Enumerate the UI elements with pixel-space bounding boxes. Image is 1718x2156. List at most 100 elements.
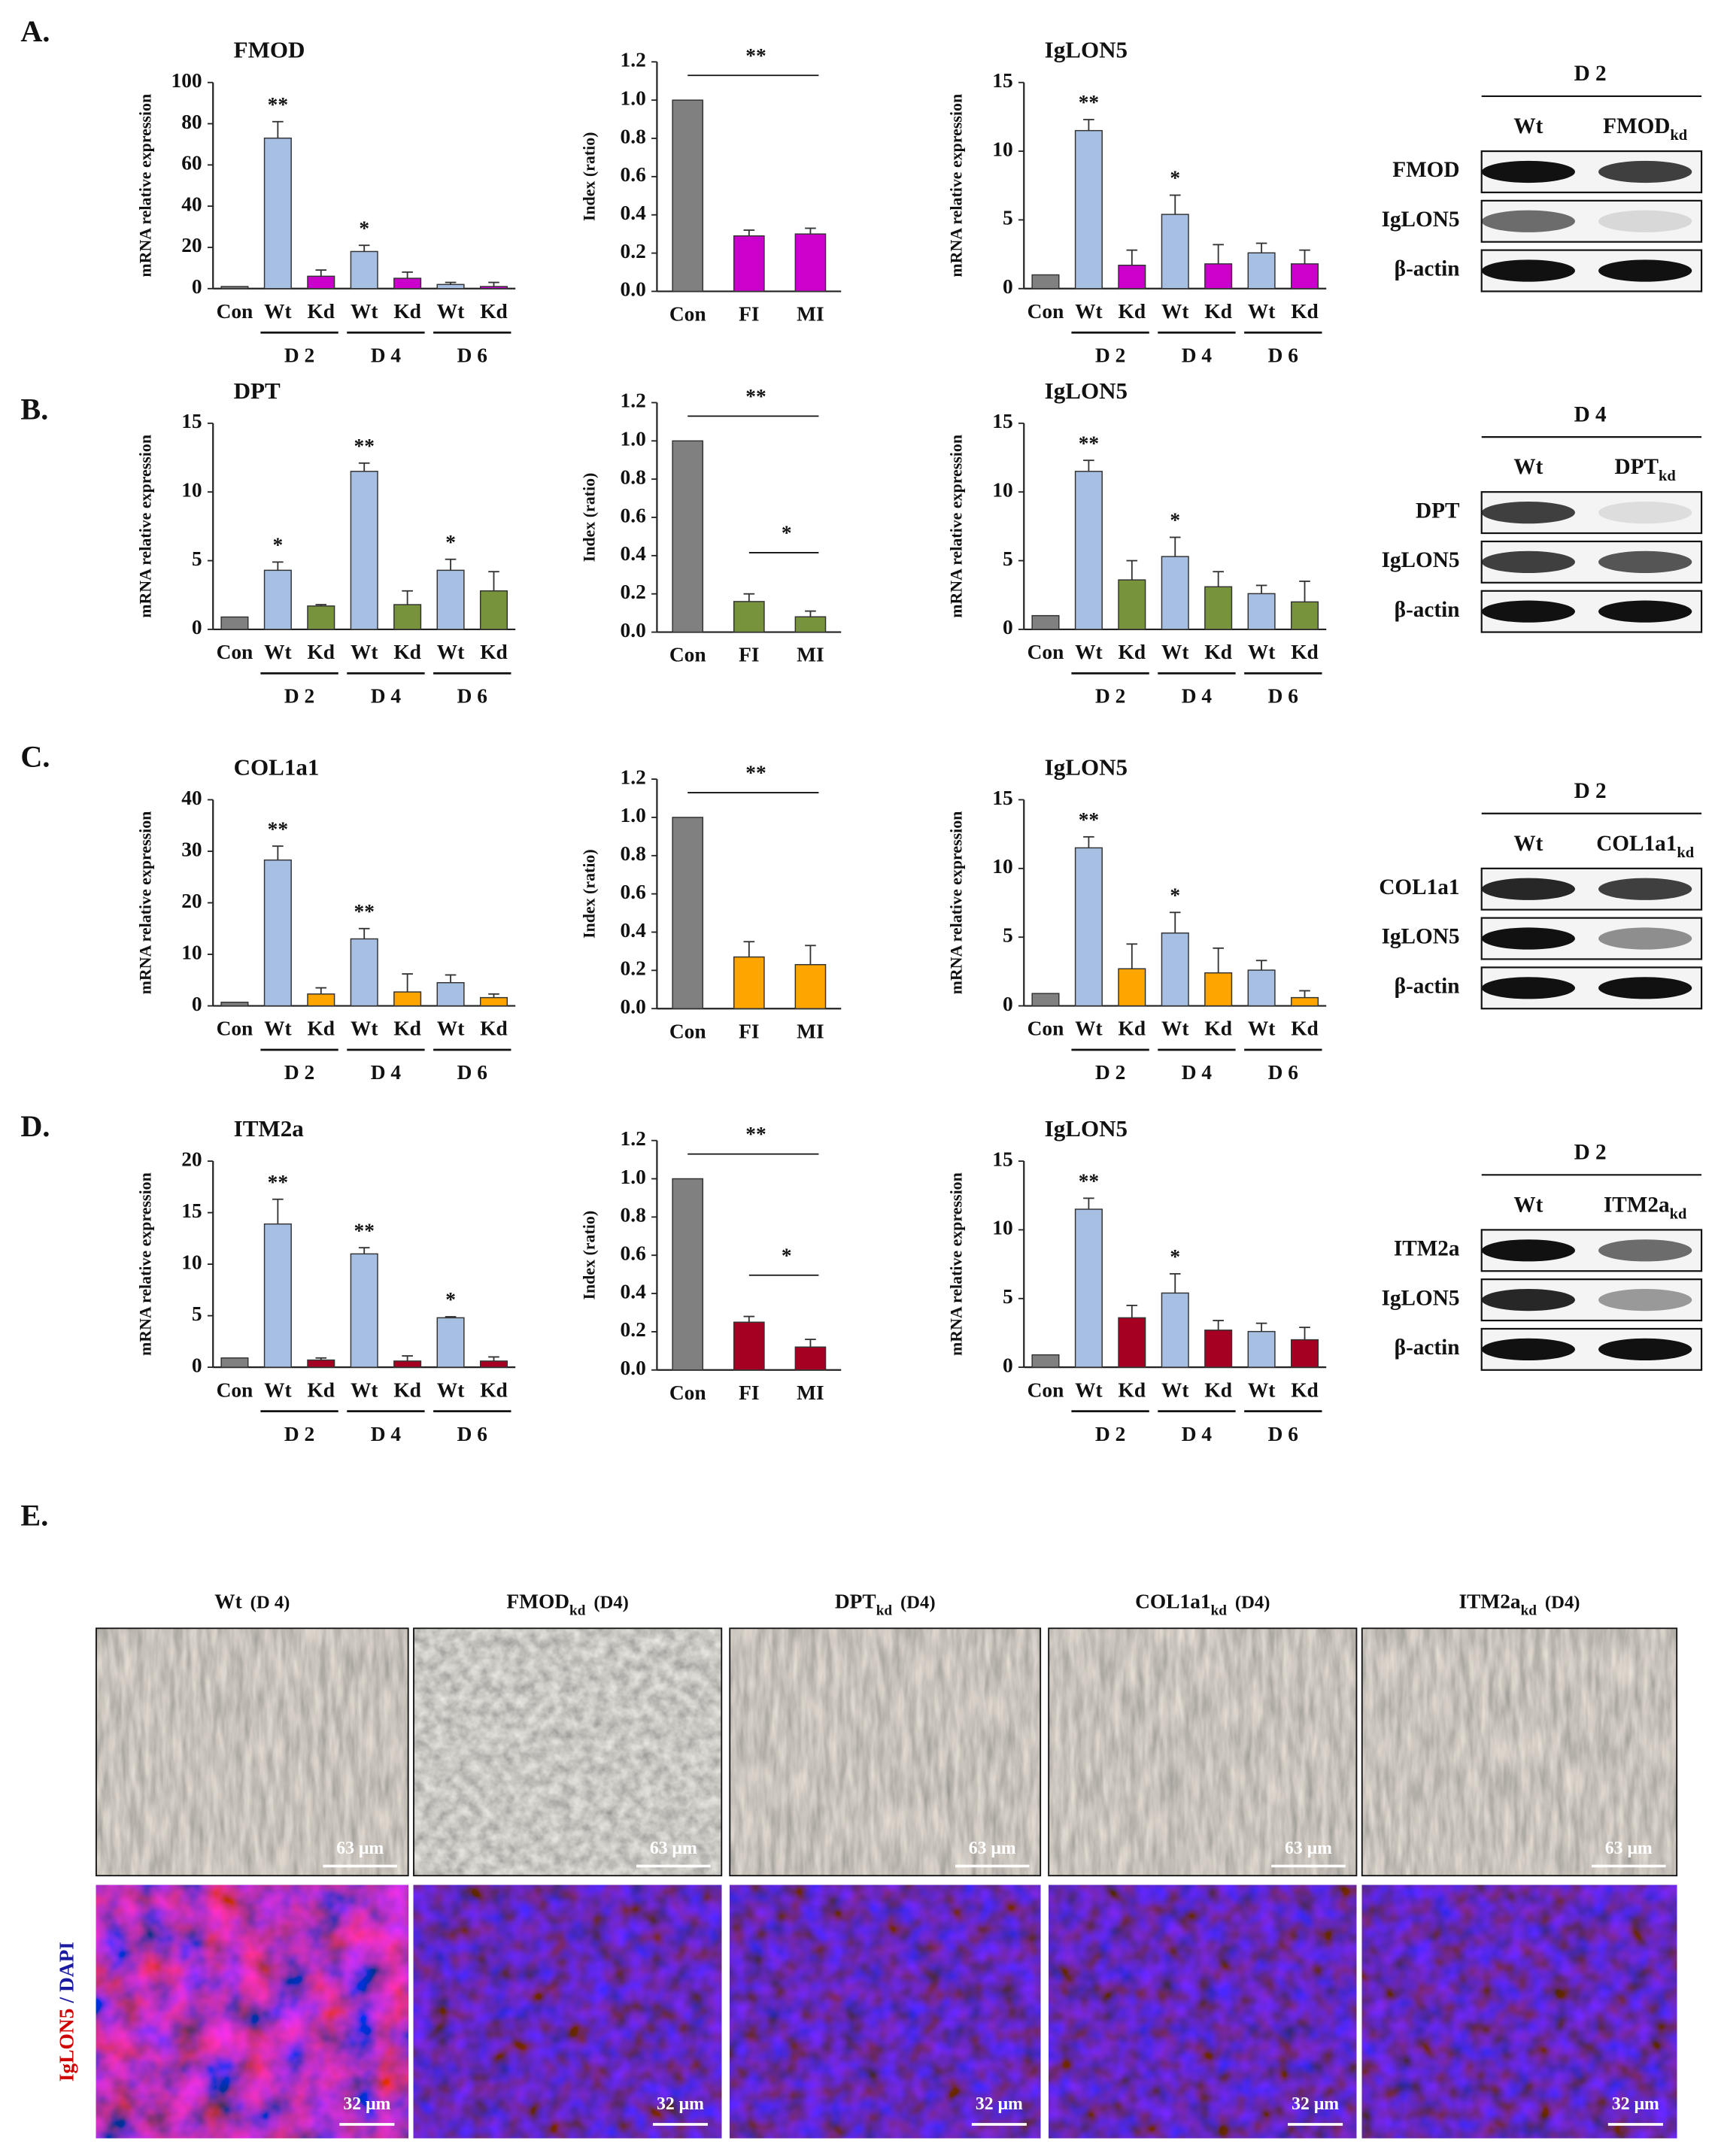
error-bar xyxy=(1083,119,1094,131)
bar xyxy=(307,605,335,630)
x-tick-label: MI xyxy=(797,1381,824,1404)
x-tick-label: Kd xyxy=(1204,641,1232,663)
group-label: D 6 xyxy=(1268,685,1298,708)
x-tick-label: Kd xyxy=(308,1378,335,1401)
y-tick-label: 0.6 xyxy=(621,881,646,903)
panel-label: C. xyxy=(20,740,50,774)
y-axis-label: mRNA relative expression xyxy=(136,94,155,277)
error-bar xyxy=(743,941,755,957)
group-label: D 4 xyxy=(371,344,402,366)
y-tick-label: 20 xyxy=(181,890,202,912)
x-tick-label: Wt xyxy=(437,1017,465,1040)
blot-row-label: IgLON5 xyxy=(1382,925,1460,949)
bar xyxy=(1031,614,1060,630)
x-tick-label: Kd xyxy=(1119,1378,1146,1401)
blot-band xyxy=(1598,1338,1692,1360)
label: Wt xyxy=(1513,114,1543,138)
blot-day: D 2 xyxy=(1574,1141,1607,1165)
y-axis-label: mRNA relative expression xyxy=(136,811,155,995)
bar xyxy=(220,286,249,290)
bar xyxy=(479,996,508,1007)
x-tick-label: Wt xyxy=(1248,300,1276,323)
label-sub: kd xyxy=(1659,468,1676,484)
group-label: D 4 xyxy=(1182,344,1213,366)
y-tick-label: 0 xyxy=(1003,275,1013,298)
x-tick-label: Kd xyxy=(480,300,508,323)
blot-band xyxy=(1598,1288,1692,1311)
blot-day: D 4 xyxy=(1574,402,1607,426)
phase-image xyxy=(96,1628,408,1876)
stain-red: IgLON5 xyxy=(56,2009,78,2082)
panel-label: B. xyxy=(20,392,48,426)
blot-band xyxy=(1598,600,1692,623)
x-tick-label: Wt xyxy=(1161,300,1189,323)
bar xyxy=(393,1360,422,1368)
bar xyxy=(350,250,378,290)
error-bar xyxy=(402,590,413,605)
blot-band xyxy=(1481,501,1575,524)
x-tick-label: Wt xyxy=(1075,641,1103,663)
group-label: D 4 xyxy=(1182,1061,1213,1084)
x-tick-label: Con xyxy=(217,1017,253,1040)
bar xyxy=(733,1321,765,1371)
error-bar xyxy=(805,945,816,965)
error-bar xyxy=(402,271,413,279)
y-tick-label: 5 xyxy=(1003,923,1013,946)
bracket-label: * xyxy=(782,1244,792,1266)
blot-band xyxy=(1598,501,1692,524)
bar xyxy=(1118,264,1146,290)
x-tick-label: Con xyxy=(669,1020,706,1042)
group-label: D 6 xyxy=(457,344,487,366)
x-tick-label: Wt xyxy=(1075,1378,1103,1401)
bar xyxy=(393,604,422,630)
y-tick-label: 15 xyxy=(992,1148,1012,1170)
significance: ** xyxy=(354,1219,375,1242)
error-bar xyxy=(1169,536,1181,557)
error-bar xyxy=(1255,960,1267,971)
x-tick-label: Wt xyxy=(437,300,465,323)
y-tick-label: 0.4 xyxy=(621,1280,647,1302)
bar xyxy=(220,616,249,630)
blot-row-label: β-actin xyxy=(1395,975,1460,999)
bar xyxy=(672,817,704,1009)
y-tick-label: 10 xyxy=(181,478,202,501)
y-axis-label: Index (ratio) xyxy=(580,473,599,563)
label: FMODkd xyxy=(1603,114,1688,144)
y-tick-label: 0 xyxy=(1003,1354,1013,1376)
significance: ** xyxy=(354,900,375,923)
scale-text: 32 μm xyxy=(343,2094,390,2114)
bracket-label: * xyxy=(782,521,792,544)
x-tick-label: Kd xyxy=(393,300,421,323)
bar xyxy=(263,859,292,1007)
blot-band xyxy=(1481,550,1575,574)
error-bar xyxy=(315,987,327,994)
x-tick-label: Wt xyxy=(351,300,378,323)
bar xyxy=(1204,586,1233,630)
label: COL1a1kd xyxy=(1596,831,1695,860)
group-label: D 4 xyxy=(1182,685,1213,708)
bar xyxy=(1074,847,1103,1007)
y-tick-label: 0.8 xyxy=(621,1204,646,1227)
error-bar xyxy=(1126,1304,1138,1318)
blot-row-label: β-actin xyxy=(1395,1336,1460,1360)
error-bar xyxy=(743,1315,755,1323)
y-axis-label: mRNA relative expression xyxy=(136,1172,155,1356)
blot-band xyxy=(1481,259,1575,282)
error-bar xyxy=(1169,1272,1181,1293)
bar xyxy=(307,993,335,1007)
blot-row-label: IgLON5 xyxy=(1382,1286,1460,1310)
label-name: COL1a1 xyxy=(1135,1590,1210,1613)
chart-title: IgLON5 xyxy=(1045,37,1128,63)
scale-text: 32 μm xyxy=(1612,2094,1659,2114)
bar xyxy=(479,1360,508,1368)
bar xyxy=(1291,601,1319,630)
y-tick-label: 5 xyxy=(192,1302,202,1325)
error-bar xyxy=(1126,943,1138,969)
label-name: Wt xyxy=(1513,1193,1543,1217)
y-tick-label: 40 xyxy=(181,787,202,809)
blot-row-label: ITM2a xyxy=(1394,1237,1460,1261)
blot-band xyxy=(1598,878,1692,900)
blot-band xyxy=(1598,210,1692,232)
y-tick-label: 0.6 xyxy=(621,1242,646,1264)
